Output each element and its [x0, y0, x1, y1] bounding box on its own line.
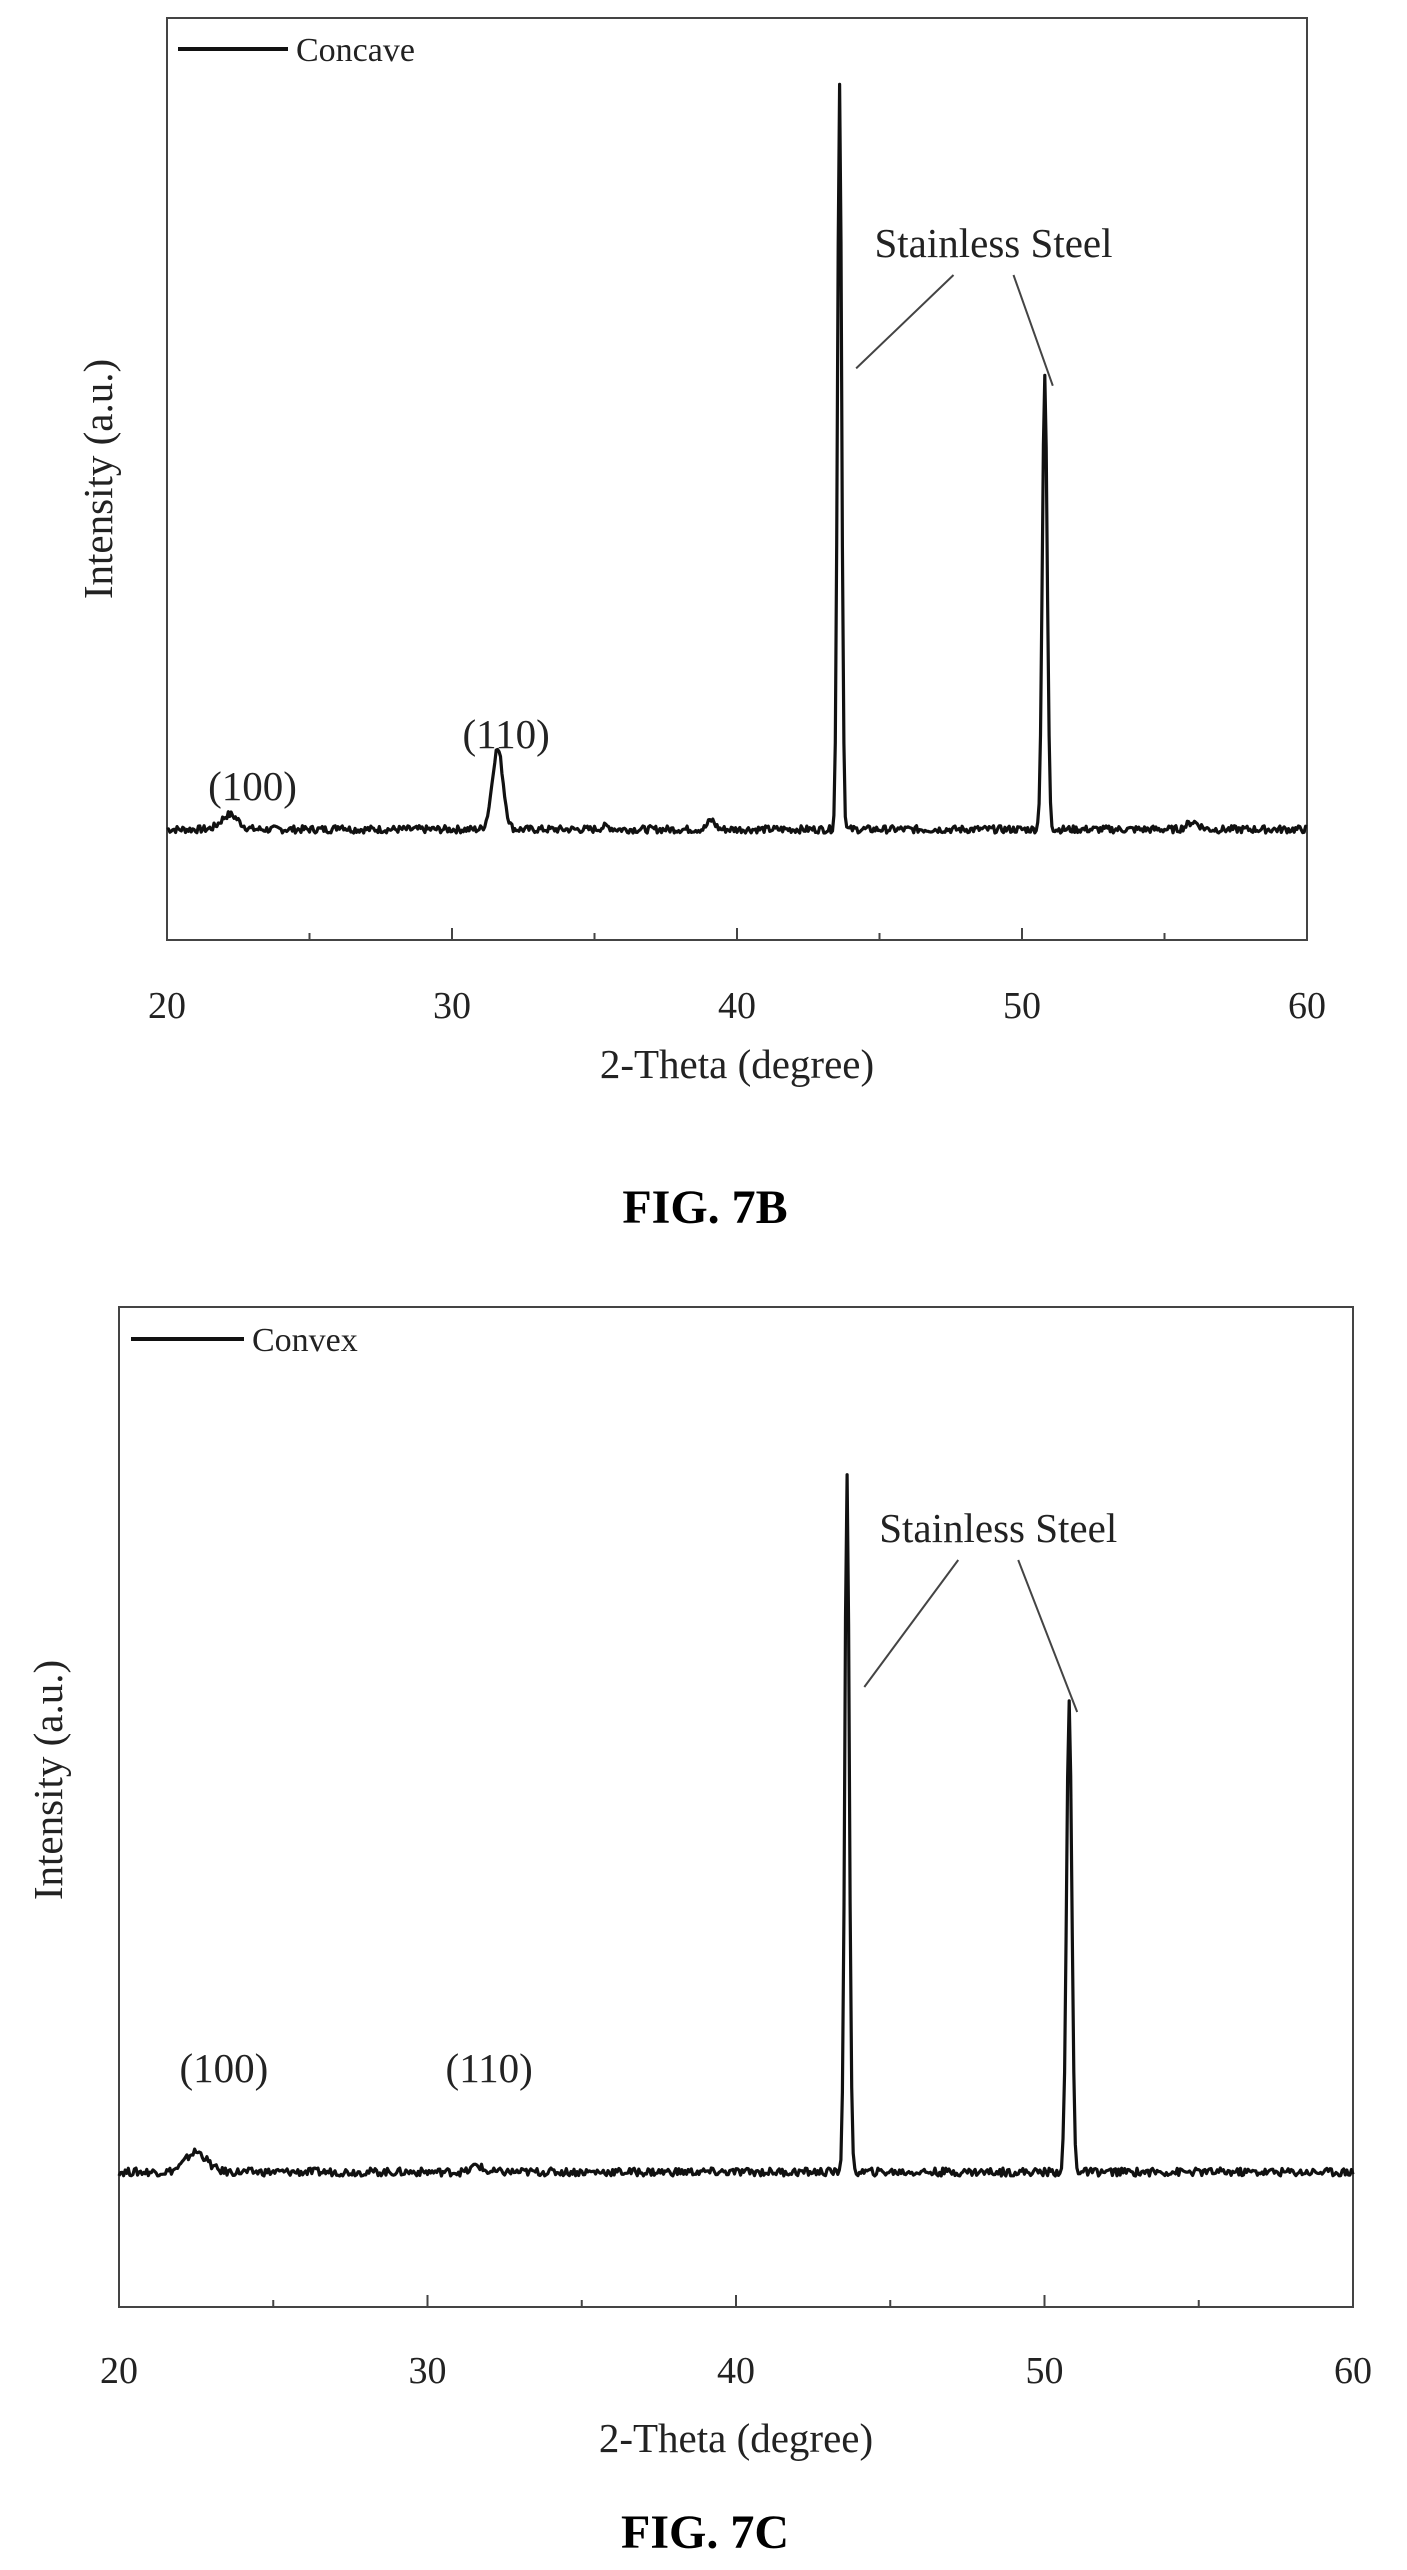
series-line-convex [117, 1473, 1355, 2178]
x-axis-label: 2-Theta (degree) [599, 2415, 873, 2461]
x-tick-label: 40 [717, 2350, 755, 2392]
annotations: (100) (110) Stainless Steel [179, 1505, 1117, 2091]
series-line-concave [166, 82, 1308, 835]
annotation-label: (100) [208, 763, 297, 809]
annotations: (100) (110) Stainless Steel [208, 220, 1112, 809]
figure-caption: FIG. 7C [621, 2506, 789, 2559]
annotation-label: (110) [463, 711, 550, 757]
legend: Concave [178, 32, 415, 69]
y-axis-label: Intensity (a.u.) [25, 1660, 71, 1900]
annotation-leader-line [855, 274, 955, 370]
y-axis-label: Intensity (a.u.) [75, 359, 121, 599]
plot-frame [166, 17, 1308, 941]
x-axis-label: 2-Theta (degree) [600, 1041, 874, 1087]
x-tick-label: 50 [1026, 2350, 1064, 2392]
x-tick-label: 30 [433, 985, 471, 1027]
annotation-label: Stainless Steel [874, 220, 1112, 266]
legend: Convex [131, 1322, 358, 1359]
x-tick-label: 30 [409, 2350, 447, 2392]
annotation-label: (110) [446, 2045, 533, 2091]
legend-label-convex: Convex [252, 1322, 358, 1359]
x-tick-label: 20 [148, 985, 186, 1027]
plot-frame [118, 1306, 1354, 2308]
chart-fig-7c: 20 30 40 50 60 Convex (100) (110) Stainless St… [25, 1306, 1372, 2559]
chart-fig-7b: 20 30 40 50 60 Concave (100) (110) Stainless S… [75, 17, 1326, 1234]
figure-caption: FIG. 7B [622, 1181, 787, 1234]
x-axis-ticks [166, 928, 1308, 940]
annotation-leader-line [1017, 1559, 1079, 1713]
x-axis-ticks [118, 2295, 1354, 2307]
x-tick-label: 20 [100, 2350, 138, 2392]
x-axis-tick-labels: 20 30 40 50 60 [100, 2350, 1372, 2392]
x-tick-label: 50 [1003, 985, 1041, 1027]
annotation-leader-line [863, 1559, 960, 1688]
x-axis-tick-labels: 20 30 40 50 60 [148, 985, 1326, 1027]
x-tick-label: 60 [1334, 2350, 1372, 2392]
annotation-label: Stainless Steel [879, 1505, 1117, 1551]
annotation-leader-line [1012, 274, 1054, 387]
annotation-label: (100) [179, 2045, 268, 2091]
legend-label-concave: Concave [296, 32, 415, 69]
x-tick-label: 60 [1288, 985, 1326, 1027]
x-tick-label: 40 [718, 985, 756, 1027]
